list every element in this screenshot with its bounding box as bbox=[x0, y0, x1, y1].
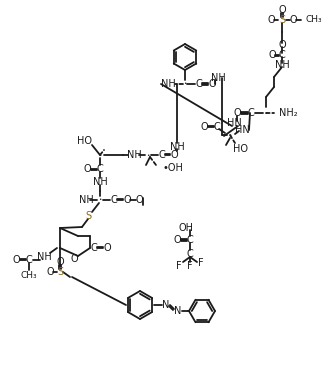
Text: HO: HO bbox=[78, 136, 93, 146]
Text: C: C bbox=[186, 249, 193, 259]
Text: NH: NH bbox=[127, 150, 142, 160]
Text: O: O bbox=[268, 50, 276, 60]
Text: S: S bbox=[279, 15, 285, 25]
Text: •: • bbox=[228, 132, 232, 137]
Text: NH: NH bbox=[275, 60, 289, 70]
Text: O: O bbox=[173, 235, 181, 245]
Text: N: N bbox=[162, 300, 170, 310]
Text: S: S bbox=[57, 267, 63, 277]
Text: •: • bbox=[183, 81, 187, 87]
Text: O: O bbox=[12, 255, 20, 265]
Text: O: O bbox=[70, 254, 78, 264]
Text: O: O bbox=[83, 164, 91, 174]
Text: N: N bbox=[174, 306, 182, 316]
Text: HN: HN bbox=[227, 118, 241, 128]
Text: HO: HO bbox=[232, 144, 247, 154]
Text: NH: NH bbox=[161, 79, 175, 89]
Text: O: O bbox=[233, 108, 241, 118]
Text: •: • bbox=[98, 152, 102, 158]
Text: OH: OH bbox=[178, 223, 193, 233]
Text: NH: NH bbox=[37, 252, 51, 262]
Text: HN: HN bbox=[235, 125, 249, 135]
Text: C: C bbox=[248, 108, 254, 118]
Text: •: • bbox=[98, 197, 102, 203]
Text: F: F bbox=[176, 261, 182, 271]
Text: O: O bbox=[103, 243, 111, 253]
Text: O: O bbox=[208, 79, 216, 89]
Text: C: C bbox=[214, 122, 220, 132]
Text: C: C bbox=[97, 164, 103, 174]
Text: C: C bbox=[26, 255, 32, 265]
Text: NH₂: NH₂ bbox=[279, 108, 298, 118]
Text: O: O bbox=[56, 257, 64, 267]
Text: O: O bbox=[170, 150, 178, 160]
Text: CH₃: CH₃ bbox=[21, 270, 37, 279]
Text: O: O bbox=[278, 40, 286, 50]
Text: NH: NH bbox=[79, 195, 93, 205]
Text: NH: NH bbox=[211, 73, 225, 83]
Text: C: C bbox=[111, 195, 117, 205]
Text: O: O bbox=[278, 5, 286, 15]
Text: S: S bbox=[85, 211, 91, 221]
Text: NH: NH bbox=[169, 142, 184, 152]
Text: C: C bbox=[186, 235, 193, 245]
Text: F: F bbox=[187, 261, 193, 271]
Text: •: • bbox=[146, 152, 150, 158]
Text: O: O bbox=[267, 15, 275, 25]
Text: F: F bbox=[198, 258, 204, 268]
Text: O: O bbox=[289, 15, 297, 25]
Text: C: C bbox=[91, 243, 97, 253]
Text: C: C bbox=[279, 50, 285, 60]
Text: O: O bbox=[135, 195, 143, 205]
Text: C: C bbox=[159, 150, 166, 160]
Text: •OH: •OH bbox=[163, 163, 184, 173]
Text: •: • bbox=[264, 111, 268, 116]
Text: C: C bbox=[195, 79, 202, 89]
Text: NH: NH bbox=[93, 177, 107, 187]
Text: O: O bbox=[200, 122, 208, 132]
Text: O: O bbox=[123, 195, 131, 205]
Text: CH₃: CH₃ bbox=[305, 16, 322, 24]
Text: O: O bbox=[46, 267, 54, 277]
